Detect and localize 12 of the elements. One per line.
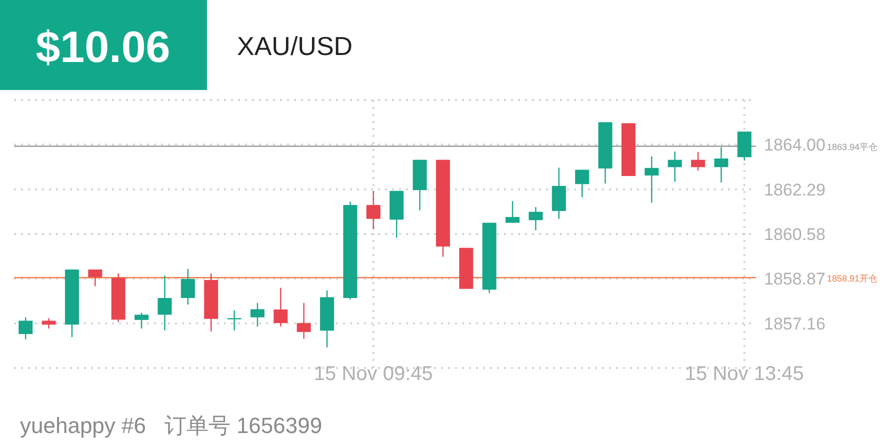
ref-line-label: 1858.91开仓 [827,274,878,284]
y-tick-label: 1860.58 [764,225,826,244]
ref-line-label: 1863.94平仓 [827,142,878,152]
y-tick-label: 1864.00 [764,136,826,155]
chart-title: XAU/USD [237,31,353,61]
x-tick-label: 15 Nov 09:45 [314,363,433,385]
text: yuehappy #6 订单号 1656399 [20,413,322,438]
y-tick-label: 1858.87 [764,270,826,289]
x-tick-label: 15 Nov 13:45 [684,363,804,385]
text: $10.06 [36,23,170,72]
y-tick-label: 1862.29 [764,180,826,200]
y-tick-label: 1857.16 [764,314,826,334]
